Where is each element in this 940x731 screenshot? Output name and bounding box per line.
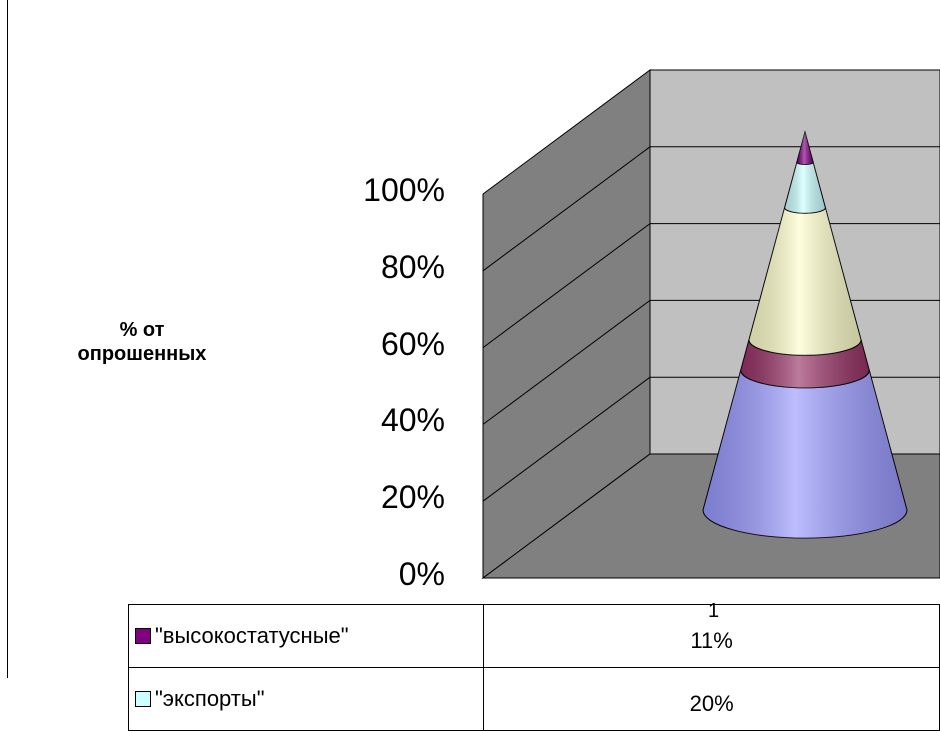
cone-segment-shading-1	[703, 370, 907, 538]
y-axis-title-line2: опрошенных	[77, 343, 207, 365]
cone-segment-shading-4	[784, 162, 826, 214]
gridline-side	[482, 223, 651, 349]
y-axis-title-line1: % от	[119, 319, 165, 341]
cone-segment-shading-3	[748, 207, 862, 356]
table-row: "высокостатусные" 11%	[127, 604, 940, 668]
cone-segment-shading-2	[740, 339, 870, 388]
gridline-side	[482, 376, 651, 502]
table-row-value: 20%	[483, 667, 940, 731]
y-tick-label: 60%	[380, 325, 445, 362]
legend-label: "высокостатусные"	[155, 623, 349, 648]
legend-swatch	[135, 628, 151, 644]
cone-chart	[481, 69, 940, 579]
y-tick-label: 0%	[398, 556, 445, 592]
legend-label: "экспорты"	[155, 686, 265, 711]
table-row-value: 11%	[483, 604, 940, 668]
cone-series	[702, 130, 908, 539]
y-tick-label: 80%	[380, 248, 445, 285]
gridline-side	[482, 146, 651, 272]
legend-swatch	[135, 691, 151, 707]
y-tick-label: 20%	[380, 479, 445, 516]
cone-segment-shading-5	[796, 132, 814, 165]
y-tick-label: 100%	[363, 172, 445, 208]
table-row: "экспорты" 20%	[127, 667, 940, 731]
gridline-side	[482, 299, 651, 425]
y-tick-label: 40%	[380, 402, 445, 439]
data-table: "высокостатусные" 11% "экспорты" 20%	[127, 604, 940, 731]
table-row-label: "экспорты"	[127, 667, 485, 731]
y-axis-title: % от опрошенных	[52, 318, 232, 366]
left-border-line	[7, 0, 8, 678]
table-row-label: "высокостатусные"	[127, 604, 485, 668]
